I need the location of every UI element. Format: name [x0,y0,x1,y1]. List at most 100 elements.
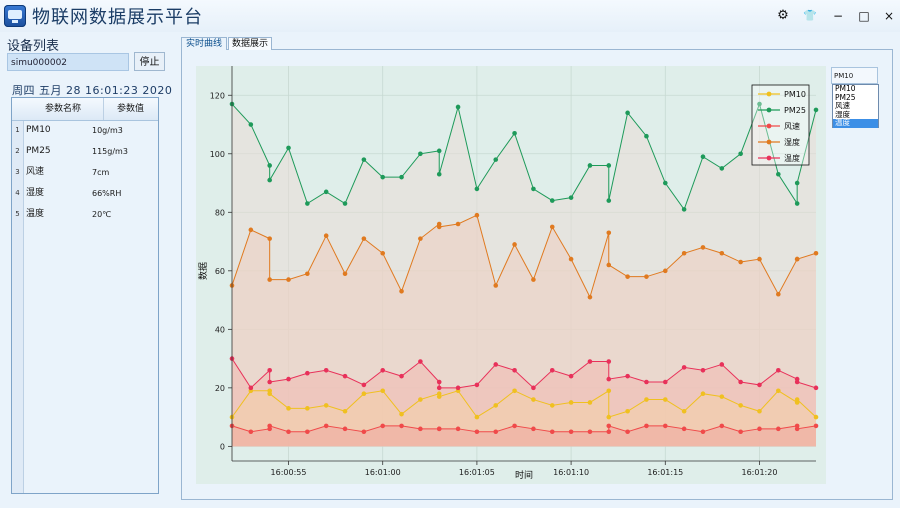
axes: 0 20 40 60 80 100 120 16:00:55 16:01:00 16:01:05 1… [210,66,816,477]
data-point [794,397,800,402]
device-list-label: 设备列表 [7,39,60,54]
series-points [229,101,819,435]
data-point [474,429,480,435]
data-point [474,414,480,420]
realtime-chart: 0 20 40 60 80 100 120 16:00:55 16:01:00 16:01:05 1… [196,66,826,484]
row-number-column [12,98,24,493]
data-point [248,385,254,391]
table-row[interactable]: 3 风速 7cm [12,162,158,183]
data-point [549,224,555,230]
data-point [606,423,612,429]
series-option[interactable]: 湿度 [835,109,850,119]
legend-frame [751,84,810,166]
data-point [380,423,386,429]
data-point [757,408,762,414]
data-point [587,429,593,435]
data-point [662,397,668,402]
data-point [493,157,499,162]
data-point [531,397,536,402]
data-point [549,403,555,408]
data-point [757,256,762,262]
legend-entry-label: 风速 [784,122,800,131]
header-param-name[interactable]: 参数名称 [23,98,104,120]
row-number: 2 [15,147,20,155]
data-point [794,426,800,432]
param-value: 10g/m3 [92,126,123,135]
data-point [323,189,329,195]
data-point [286,145,291,151]
series-select[interactable]: PM10 [831,67,878,84]
data-point [455,385,461,391]
stop-button[interactable]: 停止 [134,52,165,71]
data-point [305,406,310,411]
data-point [248,429,254,435]
data-point [474,382,480,388]
tab-data-display[interactable]: 数据展示 [228,37,272,50]
data-point [549,429,555,435]
table-row[interactable]: 5 温度 20℃ [12,204,158,225]
data-point [606,262,612,268]
data-point [700,245,706,250]
table-row[interactable]: 1 PM10 10g/m3 [12,120,158,141]
data-point [757,426,762,432]
data-point [418,359,423,364]
data-point [267,177,272,183]
data-point [512,130,517,136]
maximize-button[interactable]: □ [858,9,870,23]
y-tick-label: 100 [210,150,225,159]
y-tick-label: 20 [215,384,225,393]
data-point [361,391,367,397]
data-point [493,429,499,435]
data-point [267,163,272,168]
legend-swatch-dot [766,155,772,161]
data-point [323,423,329,429]
data-point [625,110,630,116]
data-point [323,233,329,239]
data-point [587,294,593,300]
series-option[interactable]: PM10 [835,84,856,93]
x-tick-label: 16:01:00 [365,468,401,477]
tab-realtime-curve[interactable]: 实时曲线 [181,37,227,50]
settings-gear-icon[interactable]: ⚙ [777,8,789,23]
data-point [418,151,423,157]
data-point [625,408,630,414]
data-point [606,388,612,394]
skin-shirt-icon[interactable]: 👕 [803,9,817,22]
data-point [474,186,480,192]
data-point [549,198,555,203]
table-row[interactable]: 4 湿度 66%RH [12,183,158,204]
series-option-highlighted[interactable]: 温度 [833,118,878,128]
data-point [380,388,386,394]
data-point [399,423,404,429]
data-point [531,385,536,391]
device-select[interactable]: simu000002 [7,53,129,71]
area-风速 [232,425,816,447]
data-point [305,429,310,435]
data-point [436,394,442,399]
data-point [794,201,800,206]
data-point [361,429,367,435]
series-option[interactable]: PM25 [835,92,856,102]
data-point [719,362,725,367]
data-point [700,429,706,435]
table-row[interactable]: 2 PM25 115g/m3 [12,141,158,162]
data-point [738,259,743,265]
title-bar: 物联网数据展示平台 ⚙ 👕 − □ × [0,0,900,32]
data-point [323,367,329,373]
data-point [681,250,687,256]
data-point [342,201,348,206]
data-point [606,429,612,435]
data-point [813,250,819,256]
data-point [719,423,725,429]
data-point [662,423,668,429]
series-option[interactable]: 风速 [835,101,850,110]
data-point [399,373,404,379]
series-line-PM10 [231,389,817,418]
data-point [813,423,819,429]
series-dropdown-list: PM10 PM25 风速 湿度 温度 [832,84,879,128]
close-button[interactable]: × [883,9,895,23]
data-point [531,426,536,432]
minimize-button[interactable]: − [832,9,844,23]
data-point [738,379,743,385]
header-param-value[interactable]: 参数值 [116,104,144,114]
